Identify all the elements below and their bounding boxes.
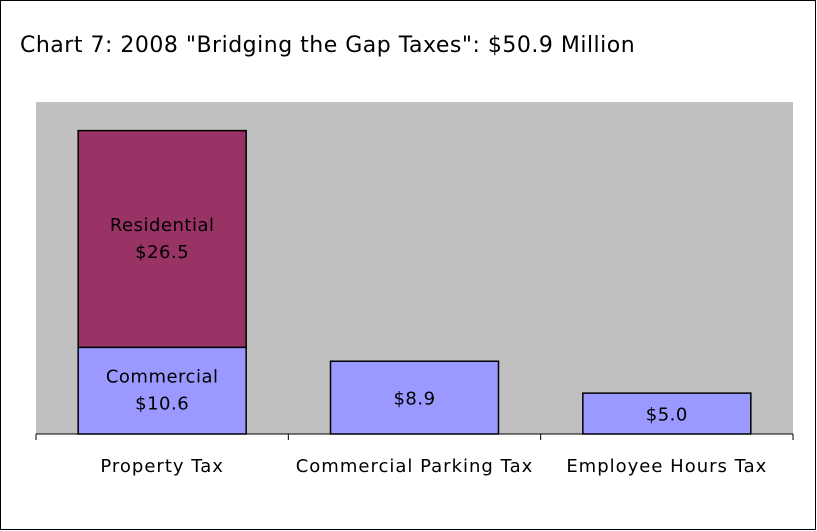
x-tick-label: Commercial Parking Tax <box>295 456 534 477</box>
bar-segment <box>582 392 752 435</box>
data-label: $10.6 <box>135 394 189 415</box>
data-label: $5.0 <box>646 405 688 426</box>
x-tick-label: Property Tax <box>100 456 224 477</box>
x-tick-label: Employee Hours Tax <box>566 456 768 477</box>
bar-segment <box>77 346 247 435</box>
chart-title: Chart 7: 2008 "Bridging the Gap Taxes": … <box>20 33 635 58</box>
data-label: $8.9 <box>393 389 435 410</box>
bar-segment <box>329 360 500 435</box>
segment-name: Commercial <box>106 367 219 388</box>
segment-name: Residential <box>110 215 215 236</box>
data-label: $26.5 <box>135 242 189 263</box>
bar-segment <box>77 129 247 349</box>
